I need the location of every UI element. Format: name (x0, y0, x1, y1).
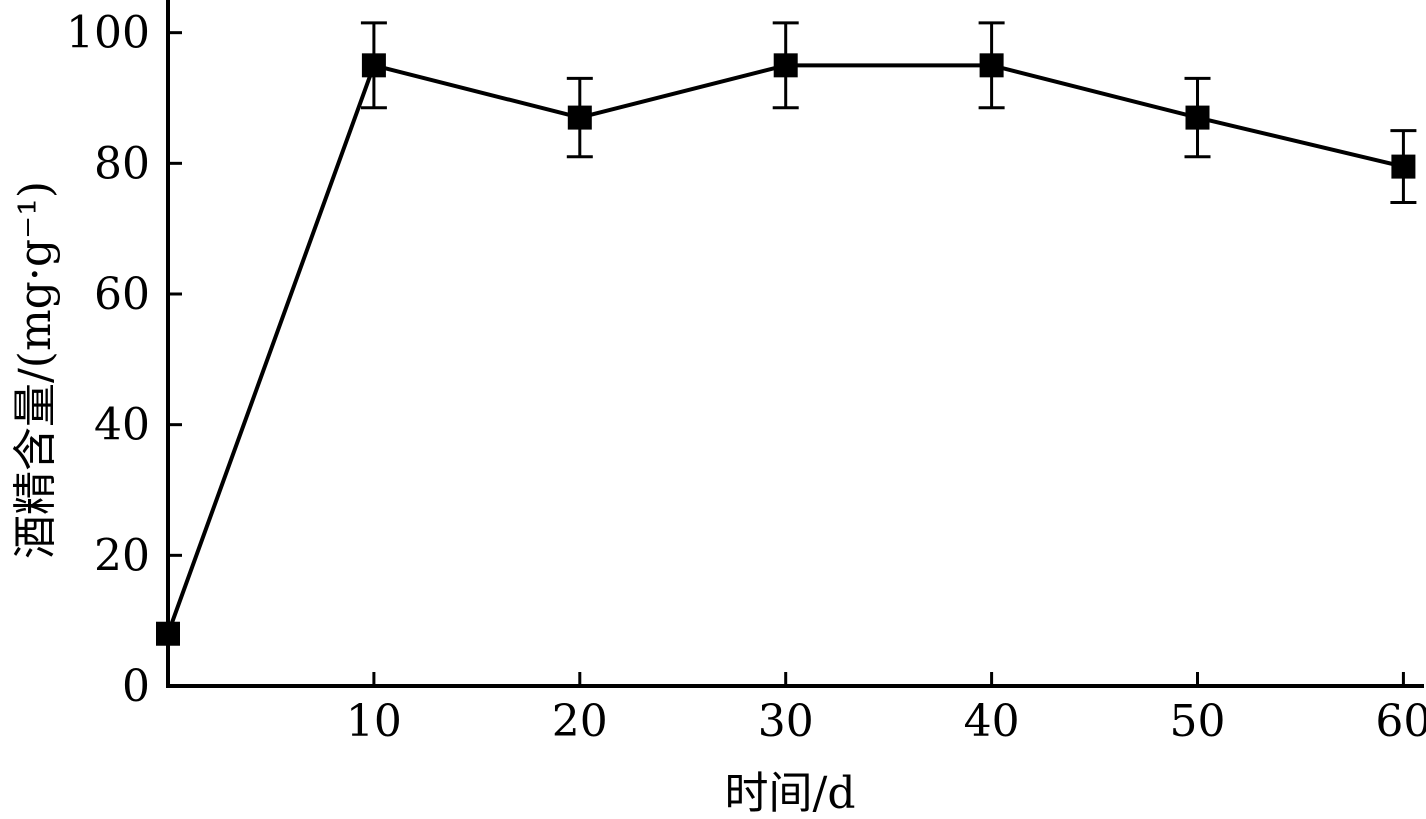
data-point-marker (1391, 154, 1416, 179)
y-tick-label: 100 (66, 8, 150, 59)
x-tick-label: 60 (1375, 696, 1426, 747)
data-point-marker (773, 53, 798, 78)
data-point-marker (1185, 105, 1210, 130)
data-point-marker (156, 621, 180, 646)
x-tick-label: 30 (758, 696, 814, 747)
y-axis-title: 酒精含量/(mg·g⁻¹) (10, 181, 61, 559)
x-tick-label: 50 (1170, 696, 1226, 747)
series-group (156, 21, 1417, 646)
axes (166, 0, 1424, 688)
x-axis-ticks: 10 20 30 40 50 60 (346, 672, 1426, 747)
x-tick-label: 40 (964, 696, 1020, 747)
y-axis-ticks: 0 20 40 60 80 100 (66, 8, 182, 712)
series-line (166, 62, 1404, 635)
y-tick-label: 80 (94, 138, 150, 189)
y-tick-label: 60 (94, 269, 150, 320)
data-point-marker (361, 53, 386, 78)
data-point-marker (979, 53, 1004, 78)
x-tick-label: 20 (552, 696, 608, 747)
y-tick-label: 0 (122, 661, 150, 712)
data-point-marker (567, 105, 592, 130)
y-tick-label: 40 (94, 400, 150, 451)
y-tick-label: 20 (94, 530, 150, 581)
x-axis-title: 时间/d (725, 768, 856, 819)
x-tick-label: 10 (346, 696, 402, 747)
